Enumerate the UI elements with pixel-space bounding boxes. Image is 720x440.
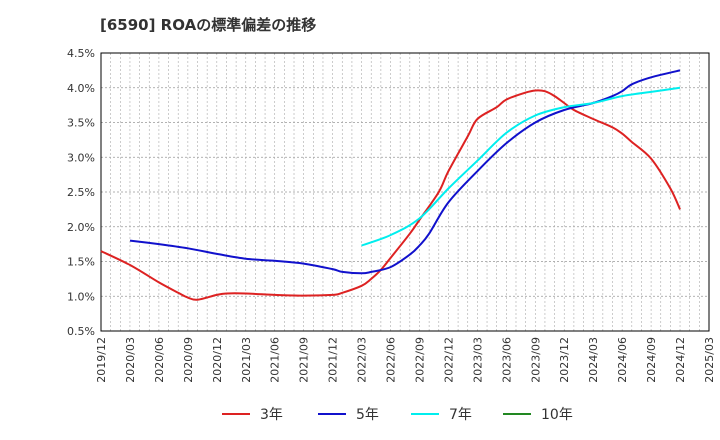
y-tick-label: 4.0% bbox=[67, 82, 95, 95]
y-tick-label: 2.5% bbox=[67, 186, 95, 199]
y-tick-label: 3.0% bbox=[67, 151, 95, 164]
x-tick-label: 2024/03 bbox=[587, 337, 600, 383]
x-tick-label: 2023/12 bbox=[558, 337, 571, 383]
y-tick-label: 2.0% bbox=[67, 221, 95, 234]
y-axis: 0.5% 1.0% 1.5% 2.0% 2.5% 3.0% 3.5% 4.0% 4.5% bbox=[67, 47, 95, 338]
x-tick-label: 2022/12 bbox=[442, 337, 455, 383]
x-tick-label: 2020/06 bbox=[153, 337, 166, 383]
x-tick-label: 2020/09 bbox=[182, 337, 195, 383]
x-tick-label: 2022/03 bbox=[356, 337, 369, 383]
x-tick-label: 2020/03 bbox=[124, 337, 137, 383]
x-tick-label: 2022/09 bbox=[413, 337, 426, 383]
x-tick-label: 2024/06 bbox=[616, 337, 629, 383]
x-tick-label: 2024/12 bbox=[674, 337, 687, 383]
y-tick-label: 4.5% bbox=[67, 47, 95, 60]
x-tick-label: 2025/03 bbox=[703, 337, 716, 383]
x-axis: 2019/12 2020/03 2020/06 2020/09 2020/12 2021/… bbox=[95, 337, 716, 383]
series-line-1 bbox=[100, 89, 681, 301]
legend-label: 7年 bbox=[449, 407, 472, 423]
series-line-3 bbox=[361, 86, 681, 247]
x-tick-label: 2021/09 bbox=[298, 337, 311, 383]
y-tick-label: 1.5% bbox=[67, 256, 95, 269]
x-tick-label: 2023/06 bbox=[500, 337, 513, 383]
plot-frame bbox=[100, 52, 710, 332]
x-tick-label: 2024/09 bbox=[645, 337, 658, 383]
y-tick-label: 1.0% bbox=[67, 290, 95, 303]
series-layer bbox=[100, 69, 681, 301]
x-tick-label: 2022/06 bbox=[385, 337, 398, 383]
grid-layer bbox=[101, 53, 709, 331]
x-tick-label: 2021/12 bbox=[327, 337, 340, 383]
series-line-2 bbox=[129, 69, 681, 275]
legend-label: 3年 bbox=[260, 407, 283, 423]
x-tick-label: 2023/03 bbox=[471, 337, 484, 383]
y-tick-label: 0.5% bbox=[67, 325, 95, 338]
x-tick-label: 2020/12 bbox=[211, 337, 224, 383]
x-tick-label: 2021/03 bbox=[240, 337, 253, 383]
x-tick-label: 2019/12 bbox=[95, 337, 108, 383]
legend: 3年 5年 7年 10年 bbox=[222, 407, 573, 423]
y-tick-label: 3.5% bbox=[67, 117, 95, 130]
legend-label: 10年 bbox=[541, 407, 573, 423]
x-tick-label: 2023/09 bbox=[529, 337, 542, 383]
x-tick-label: 2021/06 bbox=[269, 337, 282, 383]
chart-title: [6590] ROAの標準偏差の推移 bbox=[100, 16, 317, 34]
legend-label: 5年 bbox=[356, 407, 379, 423]
